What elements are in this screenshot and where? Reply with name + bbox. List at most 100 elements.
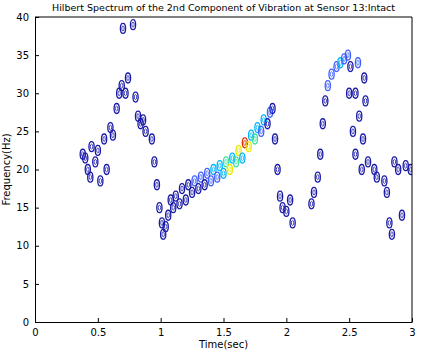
contour-point-inner (94, 159, 96, 164)
contour-point (290, 218, 295, 228)
contour-point-inner (260, 129, 262, 134)
contour-point-inner (363, 76, 365, 81)
contour-point-inner (153, 159, 155, 164)
contour-point (384, 187, 389, 197)
contour-point-inner (181, 186, 183, 191)
x-axis: 00.511.522.53 (32, 318, 415, 338)
contour-point (202, 180, 207, 190)
marks (80, 20, 412, 240)
contour-point (315, 172, 320, 182)
contour-point (272, 134, 277, 144)
contour-point-inner (134, 95, 136, 100)
contour-point-inner (362, 137, 364, 142)
contour-point (387, 218, 392, 228)
contour-point (233, 157, 238, 167)
contour-point-inner (142, 117, 144, 122)
contour-point-inner (263, 117, 265, 122)
y-tick-mark (35, 322, 39, 323)
contour-point (259, 126, 264, 136)
contour-point-inner (367, 159, 369, 164)
contour-point (152, 157, 157, 167)
contour-point (389, 229, 394, 239)
contour-point-inner (151, 137, 153, 142)
contour-point-inner (322, 121, 324, 126)
contour-point-inner (122, 26, 124, 31)
contour-point (125, 73, 130, 83)
contour-point (140, 115, 145, 125)
contour-point (93, 157, 98, 167)
contour-point-inner (241, 156, 243, 161)
contour-point (360, 134, 365, 144)
contour-point (130, 20, 135, 30)
contour-point-inner (254, 137, 256, 142)
contour-point (171, 203, 176, 213)
contour-point (275, 165, 280, 175)
y-axis: 0510152025303540 (16, 12, 39, 328)
contour-point-inner (279, 194, 281, 199)
contour-point-inner (391, 232, 393, 237)
contour-point (363, 96, 368, 106)
contour-point (359, 165, 364, 175)
contour-point-inner (229, 167, 231, 172)
contour-point-inner (158, 205, 160, 210)
contour-point (149, 134, 154, 144)
contour-point-inner (210, 178, 212, 183)
y-tick: 30 (16, 88, 39, 99)
contour-point (83, 153, 88, 163)
contour-point-inner (285, 209, 287, 214)
contour-point-inner (244, 140, 246, 145)
contour-point (227, 165, 232, 175)
y-tick-mark (35, 208, 39, 209)
contour-point-inner (237, 148, 239, 153)
y-tick-label: 30 (16, 88, 29, 99)
contour-point (221, 168, 226, 178)
y-tick: 35 (16, 50, 39, 61)
contour-point-inner (354, 91, 356, 96)
contour-point-inner (274, 137, 276, 142)
contour-point-inner (178, 201, 180, 206)
x-tick-mark (349, 318, 350, 322)
contour-point (183, 195, 188, 205)
contour-point (189, 187, 194, 197)
contour-point (277, 191, 282, 201)
contour-point-inner (310, 201, 312, 206)
contour-point (102, 134, 107, 144)
y-tick: 5 (23, 279, 39, 290)
contour-point (382, 176, 387, 186)
y-tick-label: 15 (16, 202, 29, 213)
contour-point (98, 176, 103, 186)
contour-point-inner (388, 220, 390, 225)
contour-point (133, 92, 138, 102)
contour-point-inner (175, 194, 177, 199)
y-tick-label: 25 (16, 126, 29, 137)
contour-point-inner (266, 121, 268, 126)
contour-point-inner (99, 178, 101, 183)
contour-point-inner (354, 152, 356, 157)
y-tick: 15 (16, 202, 39, 213)
x-tick-label: 0 (32, 327, 38, 338)
contour-point (157, 203, 162, 213)
x-tick-label: 1 (158, 327, 164, 338)
contour-point-inner (87, 167, 89, 172)
contour-point-inner (222, 171, 224, 176)
contour-point-inner (376, 175, 378, 180)
contour-point-inner (121, 83, 123, 88)
contour-point-inner (187, 182, 189, 187)
contour-point-inner (144, 129, 146, 134)
contour-point-inner (124, 91, 126, 96)
contour-point (114, 104, 119, 114)
x-tick: 2 (284, 318, 290, 338)
y-tick-mark (35, 246, 39, 247)
contour-point (325, 81, 330, 91)
contour-point (179, 184, 184, 194)
contour-point (372, 165, 377, 175)
contour-point-inner (358, 114, 360, 119)
contour-point-inner (105, 167, 107, 172)
contour-point-inner (269, 110, 271, 115)
contour-point-inner (386, 190, 388, 195)
contour-point-inner (364, 98, 366, 103)
contour-point-inner (161, 220, 163, 225)
contour-point-inner (324, 98, 326, 103)
contour-point (320, 119, 325, 129)
contour-point (374, 172, 379, 182)
